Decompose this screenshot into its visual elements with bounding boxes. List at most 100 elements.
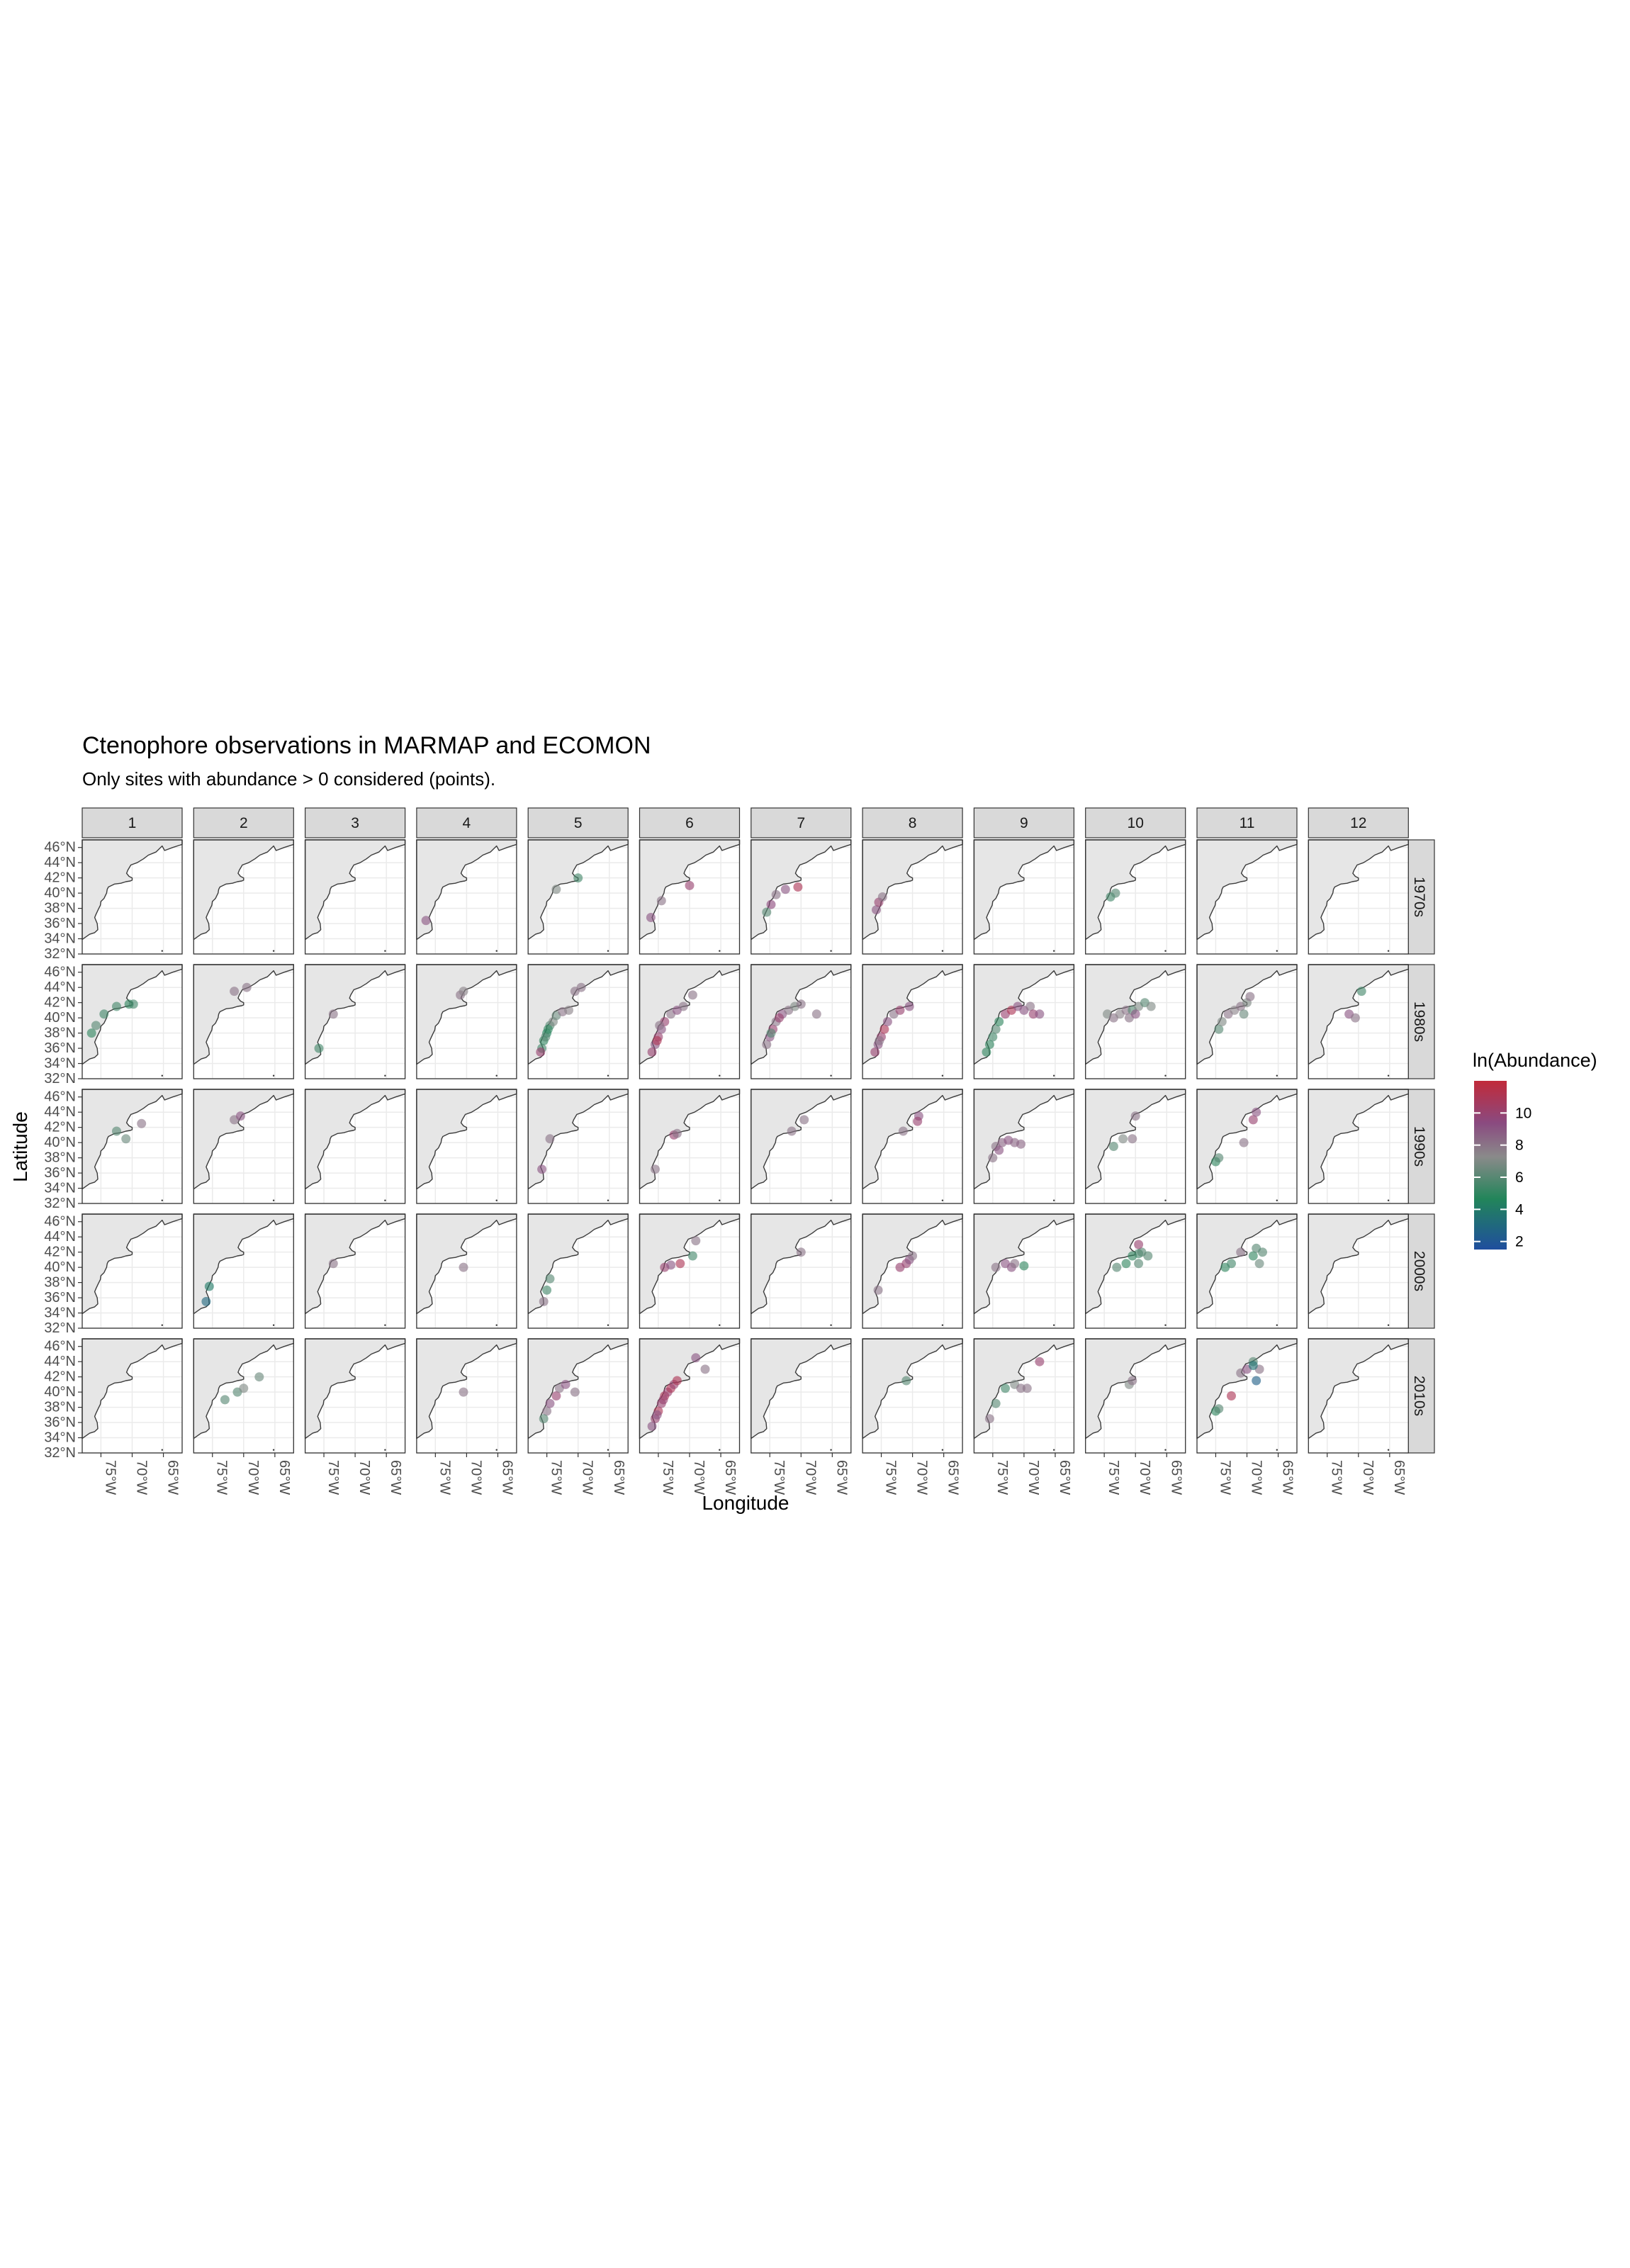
strip-month-4 [416,807,517,838]
panel-1970s-month-11 [1196,839,1298,955]
panel-1980s-month-9 [973,964,1075,1079]
y-tick-label: 44°N [44,1354,76,1369]
panel-1970s-month-6 [639,839,741,955]
x-tick-label: 70°W [802,1460,818,1495]
x-tick-label: 75°W [771,1460,787,1495]
map-marker-dot [495,1449,498,1451]
data-point [328,1259,338,1269]
data-point [898,1126,908,1136]
data-point [877,892,887,902]
data-point [573,873,583,883]
panel-2000s-month-5 [527,1213,629,1329]
strip-label-month-7: 7 [797,815,805,831]
coastline-land [416,1213,517,1315]
data-point [1035,1009,1045,1019]
y-tick-label: 36°N [44,1040,76,1056]
y-tick-label: 42°N [44,1245,76,1260]
x-tick-label: 70°W [580,1460,595,1495]
panel-border [304,1213,406,1329]
legend-colorbar [1474,1081,1507,1250]
panel-border [193,1213,294,1329]
coastline-land [1196,1338,1298,1439]
panel-1990s-month-7 [751,1089,852,1204]
data-point [904,1001,914,1011]
data-point [551,1391,561,1400]
data-point [1143,1251,1153,1261]
panel-1980s-month-12 [1308,964,1410,1079]
panel-border [82,964,183,1079]
x-tick-label: 70°W [245,1460,261,1495]
y-tick-label: 34°N [44,1056,76,1072]
y-tick-label: 46°N [44,1339,76,1354]
x-axes: 75°W 70°W 65°W 75°W 70°W 65°W 75°W 70°W 65°W 75°W… [100,1453,1407,1495]
panel-border [862,964,963,1079]
strip-month-6 [639,807,741,838]
y-tick-label: 42°N [44,995,76,1011]
data-point [1134,1259,1144,1269]
strip-decade-1990s [1404,1089,1435,1204]
panel-1980s-month-5 [527,964,629,1079]
data-point [1217,1017,1227,1026]
panel-border [1196,964,1298,1079]
panel-1970s-month-10 [1084,839,1186,955]
panel-border [1085,1213,1186,1329]
panel-border [416,964,517,1079]
x-tick-label: 75°W [660,1460,675,1495]
y-tick-label: 38°N [44,1150,76,1166]
data-point [1254,1259,1264,1269]
x-tick-label: 65°W [833,1460,849,1495]
data-point [220,1395,230,1405]
map-marker-dot [719,950,721,952]
panel-border [527,964,629,1079]
panel-border [639,964,741,1079]
data-point [771,889,781,899]
panel-1990s-month-6 [639,1089,741,1204]
map-marker-dot [830,1199,832,1201]
panel-border [193,839,294,955]
data-point [687,1251,697,1261]
data-point [678,1001,688,1011]
data-point [91,1021,101,1031]
panel-1970s-month-4 [416,839,517,955]
data-point [799,1115,809,1125]
strip-label-month-5: 5 [574,815,583,831]
strip-month-8 [862,807,963,838]
coastline-land [527,839,629,941]
map-marker-dot [161,1324,163,1326]
map-marker-dot [1164,1199,1167,1201]
panel-border [973,1213,1075,1329]
y-tick-label: 34°N [44,1306,76,1321]
x-tick-label: 75°W [1106,1460,1121,1495]
map-marker-dot [1164,1324,1167,1326]
panel-1970s-month-12 [1308,839,1410,955]
data-point [1239,1138,1249,1147]
map-marker-dot [272,1074,275,1077]
coastline-land [82,839,183,941]
y-tick-label: 40°N [44,1010,76,1026]
coastline-land [416,964,517,1065]
strip-label-month-1: 1 [128,815,137,831]
map-marker-dot [1164,950,1167,952]
x-tick-label: 65°W [722,1460,738,1495]
panel-1970s-month-2 [193,839,294,955]
y-tick-label: 32°N [44,1320,76,1336]
strip-label-month-12: 12 [1350,815,1366,831]
panel-border [1196,1089,1298,1204]
data-point [991,1024,1001,1034]
y-axis-title: Latitude [9,1111,31,1182]
strip-label-decade-1970s: 1970s [1411,877,1427,917]
strip-label-decade-2010s: 2010s [1411,1376,1427,1416]
panel-1970s-month-1 [82,839,183,955]
panel-border [416,1089,517,1204]
x-tick-label: 65°W [165,1460,181,1495]
coastline-land [527,1089,629,1190]
panel-border [1085,839,1186,955]
y-tick-label: 34°N [44,1181,76,1196]
panel-border [1085,1089,1186,1204]
panel-2010s-month-9 [973,1338,1075,1454]
panel-border [1308,1213,1409,1329]
map-marker-dot [161,950,163,952]
panel-1980s-month-7 [751,964,852,1079]
map-marker-dot [1387,1324,1390,1326]
legend-tick-label: 10 [1515,1105,1531,1121]
